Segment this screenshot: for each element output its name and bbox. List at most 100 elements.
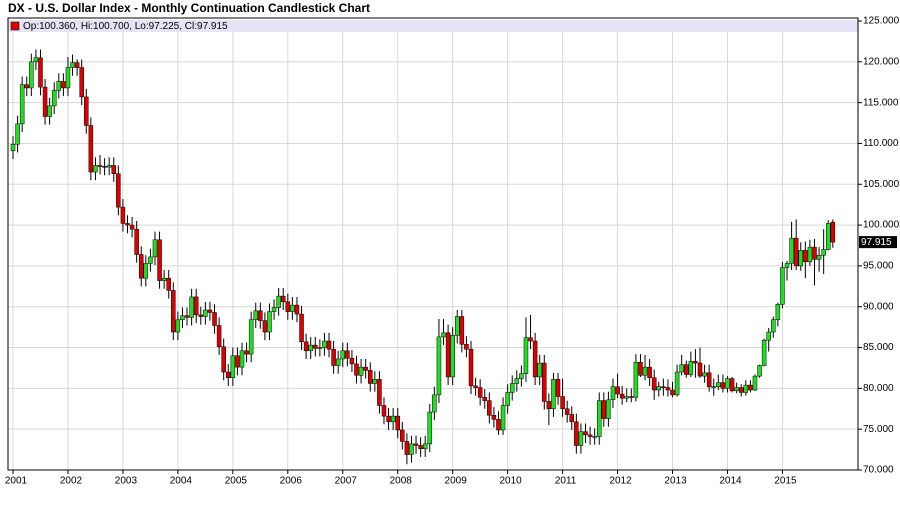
candle-body xyxy=(47,105,52,117)
legend-swatch xyxy=(10,21,20,31)
candle-body xyxy=(766,331,771,341)
candle-body xyxy=(780,267,785,305)
y-tick-label: 110.000 xyxy=(863,138,899,149)
candle-body xyxy=(807,246,813,263)
candle-body xyxy=(477,387,483,398)
chart-title: DX - U.S. Dollar Index - Monthly Continu… xyxy=(8,1,370,15)
candle-body xyxy=(198,314,204,317)
candle-body xyxy=(395,415,400,431)
candle-body xyxy=(367,370,373,384)
candle-body xyxy=(244,350,249,355)
candle-body xyxy=(120,206,126,224)
candle-body xyxy=(642,366,648,376)
candle-body xyxy=(29,61,34,89)
y-tick-label: 70.000 xyxy=(863,465,894,476)
candle-body xyxy=(578,431,584,446)
candle-body xyxy=(706,372,712,387)
candle-body xyxy=(189,296,194,318)
candle-body xyxy=(743,384,749,393)
candle-body xyxy=(532,340,538,378)
x-tick-label: 2005 xyxy=(225,476,248,487)
candle-body xyxy=(358,366,364,376)
candle-body xyxy=(230,355,236,379)
candle-body xyxy=(322,340,327,348)
candle-body xyxy=(633,361,639,398)
candle-body xyxy=(70,62,75,68)
candle-body xyxy=(207,309,213,313)
x-tick-label: 2007 xyxy=(335,476,358,487)
candle-body xyxy=(19,84,25,125)
candle-body xyxy=(106,165,112,168)
candle-body xyxy=(386,415,391,423)
candle-body xyxy=(505,392,510,406)
candle-body xyxy=(679,364,684,373)
y-tick-label: 90.000 xyxy=(863,301,894,312)
candle-body xyxy=(299,313,304,343)
x-tick-label: 2011 xyxy=(555,476,577,487)
x-tick-label: 2009 xyxy=(445,476,468,487)
candle-body xyxy=(789,237,794,264)
candle-body xyxy=(564,408,570,415)
candle-body xyxy=(702,372,707,377)
candle-body xyxy=(331,348,336,366)
candle-body xyxy=(193,296,199,316)
candle-body xyxy=(340,350,346,360)
candle-body xyxy=(624,396,629,399)
x-tick-label: 2013 xyxy=(664,476,687,487)
candle-body xyxy=(560,396,565,410)
candle-body xyxy=(267,311,272,333)
candle-body xyxy=(42,86,48,117)
x-tick-label: 2001 xyxy=(5,476,28,487)
candle-body xyxy=(184,315,190,318)
candle-body xyxy=(248,319,254,355)
candle-body xyxy=(546,401,552,410)
candle-body xyxy=(422,443,428,450)
candle-body xyxy=(125,223,130,226)
last-price-tag xyxy=(859,236,897,249)
candle-body xyxy=(203,309,208,317)
candle-body xyxy=(771,319,776,333)
candle-body xyxy=(629,396,634,398)
x-tick-label: 2015 xyxy=(774,476,797,487)
candle-body xyxy=(427,411,433,445)
candle-body xyxy=(400,429,405,442)
candle-body xyxy=(116,173,121,208)
candle-body xyxy=(725,378,730,389)
candle-body xyxy=(88,125,94,173)
candle-body xyxy=(404,441,410,455)
candle-body xyxy=(583,431,588,436)
y-tick-label: 95.000 xyxy=(863,261,894,272)
candle-body xyxy=(317,347,323,349)
candle-body xyxy=(97,165,103,167)
candle-body xyxy=(363,366,368,371)
candle-body xyxy=(33,57,39,63)
candle-body xyxy=(445,332,451,378)
y-tick-label: 100.000 xyxy=(863,220,900,231)
candle-body xyxy=(212,312,217,326)
candle-body xyxy=(313,344,318,349)
candle-body xyxy=(542,362,547,402)
x-tick-label: 2014 xyxy=(719,476,742,487)
candle-body xyxy=(84,96,89,126)
candle-body xyxy=(651,377,657,391)
candle-body xyxy=(285,301,291,312)
candle-body xyxy=(459,316,465,345)
candle-body xyxy=(143,263,149,279)
candle-body xyxy=(752,375,758,391)
y-tick-label: 115.000 xyxy=(863,97,899,108)
candle-body xyxy=(51,90,57,107)
candle-body xyxy=(496,419,501,431)
candle-body xyxy=(345,350,350,359)
candle-body xyxy=(606,399,611,419)
candle-body xyxy=(390,415,396,423)
candle-body xyxy=(661,386,666,388)
candle-body xyxy=(528,337,533,342)
candle-body xyxy=(432,394,437,413)
candle-body xyxy=(161,277,167,281)
candle-body xyxy=(381,405,387,417)
candle-body xyxy=(693,361,698,364)
candle-body xyxy=(798,250,804,267)
candle-body xyxy=(596,400,602,437)
candle-body xyxy=(335,358,341,366)
